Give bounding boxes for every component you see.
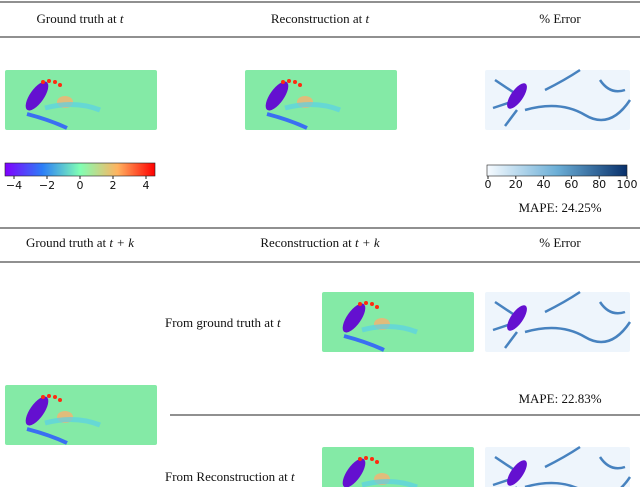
field-image [5, 70, 157, 130]
math: t [120, 11, 124, 26]
text: % Error [539, 235, 581, 250]
column-header: % Error [539, 11, 581, 26]
column-header: Ground truth at t + k [26, 235, 134, 250]
column-header: Reconstruction at t + k [260, 235, 379, 250]
text: From ground truth at [165, 315, 274, 330]
tick-label: 60 [564, 178, 578, 191]
field-image [5, 385, 157, 445]
mape: MAPE: 22.83% [518, 391, 601, 406]
math: t [291, 469, 295, 484]
tick-label: 4 [143, 179, 150, 192]
math: t + k [109, 235, 134, 250]
column-header: Ground truth at t [36, 11, 123, 26]
math: t + k [355, 235, 380, 250]
field-image [245, 70, 397, 130]
field-image [322, 447, 474, 487]
tick-label: 40 [537, 178, 551, 191]
tick-label: 100 [617, 178, 638, 191]
error-image [483, 68, 632, 132]
text: From Reconstruction at [165, 469, 288, 484]
text: % Error [539, 11, 581, 26]
tick-label: 0 [485, 178, 492, 191]
error-image [483, 445, 632, 487]
text: Ground truth at [36, 11, 117, 26]
column-header: % Error [539, 235, 581, 250]
tick-label: −2 [39, 179, 55, 192]
text: Reconstruction at [260, 235, 352, 250]
tick-label: 80 [592, 178, 606, 191]
tick-label: 0 [77, 179, 84, 192]
row-label: From ground truth at t [165, 315, 281, 330]
math: t [277, 315, 281, 330]
column-header: Reconstruction at t [271, 11, 370, 26]
field-colorbar [4, 162, 156, 177]
tick-label: −4 [6, 179, 22, 192]
math: t [365, 11, 369, 26]
mape: MAPE: 24.25% [518, 200, 601, 215]
error-colorbar [486, 164, 628, 177]
text: Reconstruction at [271, 11, 363, 26]
tick-label: 2 [110, 179, 117, 192]
text: Ground truth at [26, 235, 107, 250]
tick-label: 20 [509, 178, 523, 191]
row-label: From Reconstruction at t [165, 469, 295, 484]
field-image [322, 292, 474, 352]
error-image [483, 290, 632, 354]
